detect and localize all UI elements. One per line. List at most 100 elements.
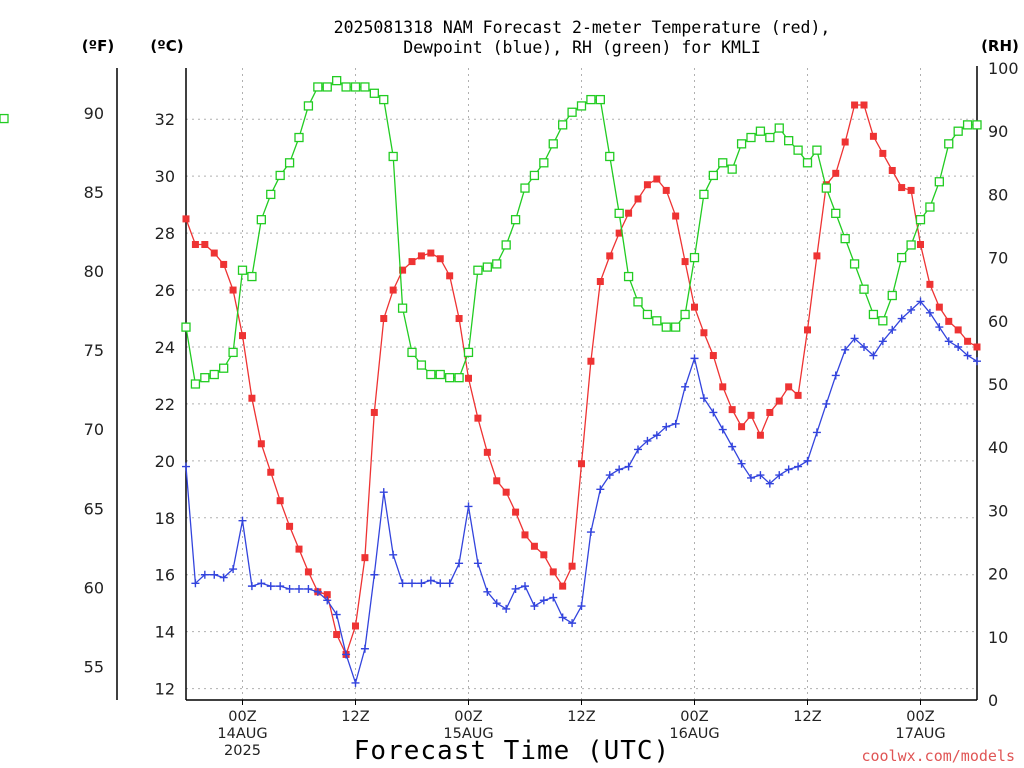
dewpoint-point bbox=[954, 342, 963, 351]
rh-point bbox=[237, 265, 248, 275]
dewpoint-point bbox=[473, 559, 482, 568]
temperature-point bbox=[417, 252, 425, 260]
temperature-point bbox=[888, 166, 896, 174]
temperature-point bbox=[474, 414, 482, 422]
temperature-point bbox=[248, 394, 256, 402]
dewpoint-point bbox=[417, 579, 426, 588]
x-tick-label: 00Z bbox=[680, 709, 708, 725]
y-tick-label-rh: 30 bbox=[988, 501, 1008, 520]
dewpoint-point bbox=[897, 314, 906, 323]
y-tick-label-fahrenheit: 70 bbox=[84, 420, 104, 439]
dewpoint-point bbox=[728, 442, 737, 451]
temperature-point bbox=[502, 488, 510, 496]
series bbox=[0, 75, 982, 687]
temperature-point bbox=[276, 497, 284, 505]
temperature-point bbox=[399, 266, 407, 274]
rh-point bbox=[595, 94, 605, 105]
rh-point bbox=[454, 373, 464, 383]
dewpoint-point bbox=[671, 419, 680, 428]
dewpoint-point bbox=[869, 351, 878, 360]
dewpoint-point bbox=[775, 471, 784, 480]
temperature-point bbox=[521, 531, 529, 539]
y-tick-label-celsius: 30 bbox=[155, 167, 175, 186]
rh-point bbox=[369, 88, 379, 98]
dewpoint-point bbox=[577, 602, 586, 611]
rh-point bbox=[784, 136, 794, 146]
temperature-point bbox=[239, 332, 246, 340]
rh-point bbox=[576, 101, 587, 111]
rh-point bbox=[492, 259, 502, 269]
temperature-point bbox=[785, 383, 793, 391]
rh-point bbox=[529, 170, 540, 181]
dewpoint-point bbox=[586, 528, 595, 537]
rh-point bbox=[887, 290, 897, 301]
temperature-point bbox=[813, 252, 821, 260]
rh-point bbox=[0, 113, 9, 124]
rh-point bbox=[868, 309, 879, 320]
dewpoint-point bbox=[916, 297, 925, 306]
dewpoint-point bbox=[822, 399, 831, 408]
rh-point bbox=[482, 262, 492, 272]
temperature-point bbox=[229, 286, 237, 294]
temperature-point bbox=[436, 255, 444, 263]
dewpoint-point bbox=[200, 570, 209, 579]
dewpoint-point bbox=[784, 465, 793, 474]
dewpoint-point bbox=[615, 465, 624, 474]
temperature-point bbox=[465, 374, 472, 382]
y-tick-label-rh: 50 bbox=[988, 375, 1008, 394]
x-tick-label: 00Z bbox=[906, 709, 934, 725]
dewpoint-point bbox=[304, 584, 313, 593]
y-tick-label-rh: 90 bbox=[988, 122, 1008, 141]
y-tick-label-rh: 100 bbox=[988, 59, 1019, 78]
dewpoint-point bbox=[436, 579, 445, 588]
temperature-point bbox=[408, 258, 416, 266]
dewpoint-point bbox=[662, 422, 671, 431]
rh-point bbox=[652, 316, 662, 326]
temperature-point bbox=[587, 357, 595, 365]
dewpoint-point bbox=[342, 650, 351, 659]
rh-point bbox=[407, 347, 417, 358]
dewpoint-point bbox=[530, 602, 539, 611]
rh-point bbox=[774, 123, 784, 133]
rh-point bbox=[765, 132, 775, 143]
dewpoint-point bbox=[247, 582, 256, 591]
rh-point bbox=[539, 158, 549, 168]
rh-point bbox=[256, 215, 266, 225]
rh-point bbox=[397, 303, 408, 313]
temperature-point bbox=[201, 241, 209, 249]
temperature-point bbox=[389, 286, 397, 294]
temperature-point bbox=[964, 337, 972, 345]
temperature-point bbox=[954, 326, 962, 334]
x-axis-label: Forecast Time (UTC) bbox=[354, 736, 670, 766]
rh-point bbox=[812, 145, 822, 155]
dewpoint-point bbox=[681, 382, 690, 391]
dewpoint-point bbox=[295, 584, 303, 593]
rh-point bbox=[793, 145, 803, 155]
rh-point bbox=[680, 309, 690, 320]
dewpoint-point bbox=[643, 436, 652, 445]
dewpoint-point bbox=[549, 593, 558, 602]
temperature-point bbox=[700, 329, 708, 337]
dewpoint-point bbox=[502, 604, 511, 613]
temperature-point bbox=[794, 391, 802, 399]
x-tick-label: 12Z bbox=[793, 709, 821, 725]
y-tick-label-rh: 60 bbox=[988, 312, 1008, 331]
temperature-point bbox=[352, 622, 359, 630]
rh-point bbox=[840, 233, 850, 244]
chart-title-line-2: Dewpoint (blue), RH (green) for KMLI bbox=[403, 38, 761, 57]
dewpoint-point bbox=[370, 570, 379, 579]
temperature-point bbox=[304, 568, 312, 576]
temperature-point bbox=[860, 101, 868, 109]
dewpoint-point bbox=[492, 599, 501, 608]
rh-point bbox=[294, 132, 304, 143]
y-tick-label-fahrenheit: 90 bbox=[84, 104, 104, 123]
y-tick-label-celsius: 16 bbox=[155, 566, 175, 585]
dewpoint-point bbox=[398, 579, 407, 588]
temperature-point bbox=[540, 551, 548, 559]
dewpoint-point bbox=[605, 471, 614, 480]
dewpoint-point bbox=[323, 596, 332, 605]
y-tick-label-fahrenheit: 65 bbox=[84, 499, 104, 518]
temperature-point bbox=[182, 215, 190, 223]
dewpoint-point bbox=[445, 579, 454, 588]
